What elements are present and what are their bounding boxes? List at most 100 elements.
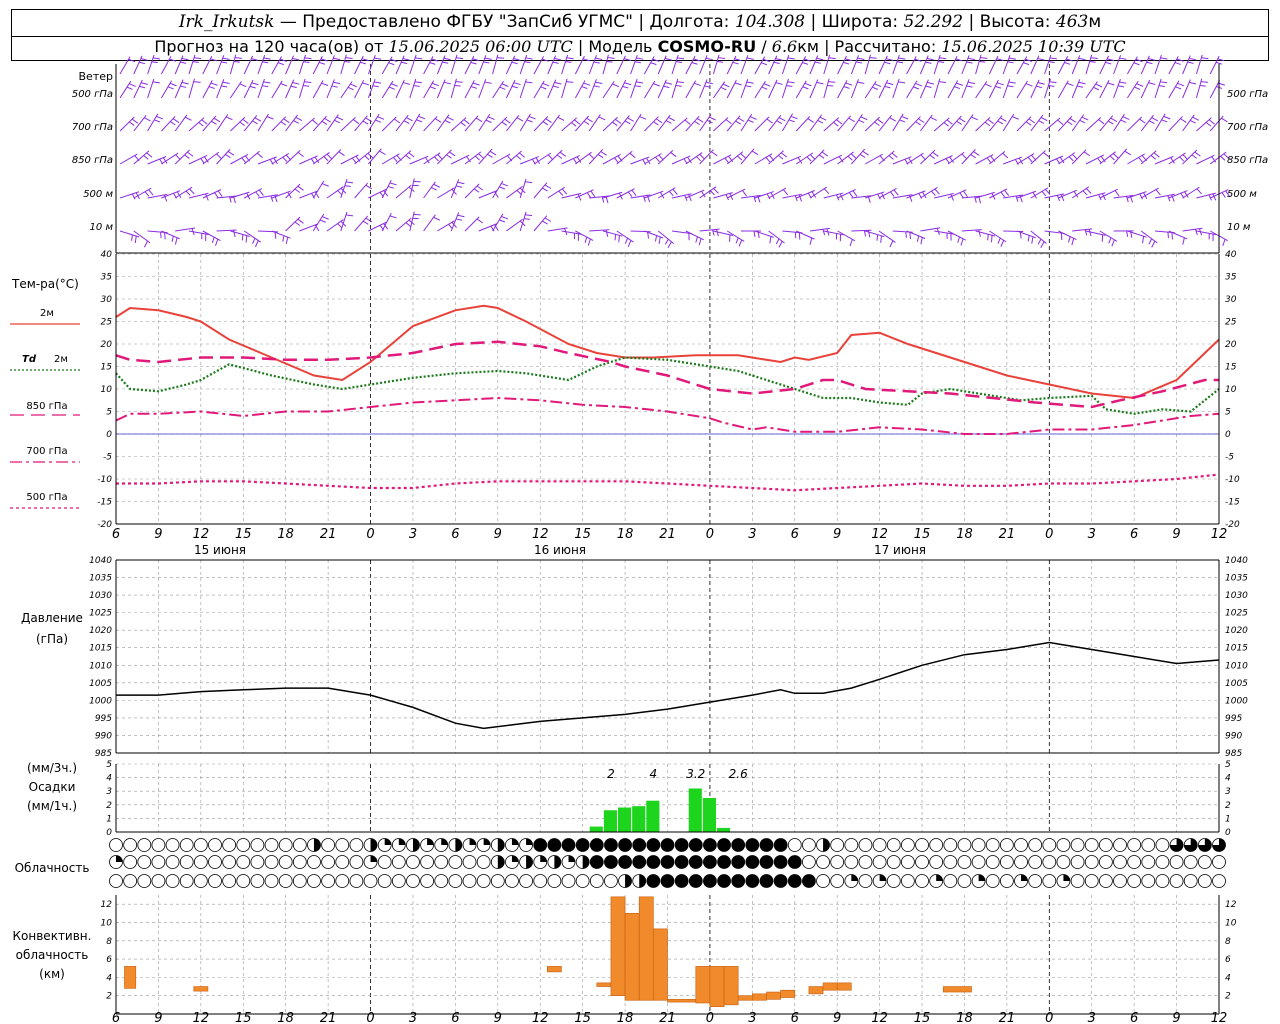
cloud-cover-circle — [731, 838, 746, 852]
wind-barbs-layer — [119, 54, 1231, 249]
wind-barb — [837, 151, 857, 165]
wind-barb — [1126, 80, 1144, 99]
wind-barb — [989, 150, 1009, 165]
wind-barb — [243, 55, 259, 75]
wind-barb — [988, 79, 1004, 99]
cloud-cover-circle — [151, 874, 166, 888]
wind-barb — [713, 230, 733, 242]
cloud-cover-circle — [123, 874, 138, 888]
cloud-title: Облачность — [15, 861, 90, 875]
wind-barb — [119, 153, 140, 165]
x-tick-label: 9 — [1172, 527, 1180, 542]
wind-barb — [381, 153, 402, 165]
wind-barb — [1002, 78, 1016, 99]
wind-barb — [243, 79, 259, 99]
cloud-cover-circle — [561, 874, 576, 888]
longitude-value: 104.308 — [734, 12, 806, 32]
conv-tick-left: 10 — [101, 918, 113, 928]
longitude-label: Долгота: — [649, 12, 730, 32]
pressure-tick-right: 1000 — [1225, 696, 1248, 706]
wind-barb — [1126, 56, 1143, 75]
wind-barb — [947, 80, 963, 99]
wind-barb — [257, 78, 271, 99]
convective-cloud-layer — [124, 896, 972, 1007]
wind-barb — [1099, 55, 1115, 75]
temp-tick-right: 15 — [1225, 363, 1237, 373]
cloud-cover-circle — [858, 838, 873, 852]
altitude-unit: м — [1088, 12, 1102, 32]
wind-barb — [657, 230, 675, 249]
wind-barb — [354, 182, 372, 199]
wind-barb — [1099, 80, 1115, 99]
cloud-cover-circle — [773, 838, 788, 852]
cloud-cover-circle — [604, 855, 618, 869]
wind-barb — [174, 114, 192, 132]
cloud-cover-circle — [1169, 855, 1184, 869]
wind-barb — [878, 79, 894, 99]
wind-barb — [1195, 78, 1208, 99]
cloud-cover-circle — [1212, 838, 1226, 852]
wind-barb — [547, 186, 568, 199]
cloud-cover-circle — [363, 838, 378, 852]
legend-t500-label: 500 гПа — [26, 492, 67, 503]
wind-barb — [133, 187, 154, 199]
cloud-cover-circle — [208, 855, 222, 869]
model-resolution-unit: км — [797, 37, 819, 56]
wind-barb — [768, 230, 785, 248]
wind-barb — [850, 79, 865, 99]
wind-barb — [671, 117, 691, 132]
cloud-cover-circle — [165, 855, 180, 869]
cloud-cover-circle — [759, 855, 774, 869]
x-tick-label: 18 — [277, 527, 294, 542]
wind-barb — [1085, 81, 1103, 99]
cloud-cover-circle — [703, 855, 717, 869]
cloud-cover-circle — [759, 838, 774, 852]
wind-barb — [712, 54, 726, 75]
model-name: COSMO-RU — [657, 37, 757, 56]
wind-barb — [174, 186, 195, 199]
x-tick-label: 0 — [1045, 527, 1053, 542]
cloud-cover-circle — [1098, 855, 1113, 869]
x-tick-label-bottom: 6 — [451, 1011, 459, 1024]
pressure-tick-left: 1020 — [89, 626, 112, 636]
model-resolution: 6.6 — [771, 37, 798, 56]
wind-barb — [781, 113, 798, 132]
cloud-cover-circle — [1141, 838, 1156, 852]
precip-bar — [589, 826, 603, 832]
x-tick-label: 21 — [999, 527, 1016, 542]
wind-barb — [160, 80, 177, 99]
wind-barb — [1072, 228, 1093, 237]
wind-barb — [740, 79, 754, 99]
wind-barb — [768, 150, 788, 165]
wind-barb — [340, 81, 357, 99]
x-tick-label-bottom: 12 — [1211, 1011, 1228, 1024]
wind-barb — [436, 114, 454, 132]
cloud-cover-circle — [321, 855, 336, 869]
wind-barb — [1209, 80, 1226, 99]
temp-tick-left: 40 — [101, 250, 113, 260]
wind-barb — [699, 55, 713, 75]
wind-barb — [671, 193, 692, 202]
x-tick-label-bottom: 0 — [366, 1011, 374, 1024]
wind-barb — [230, 153, 251, 165]
wind-barb — [837, 80, 853, 99]
x-tick-label-bottom: 15 — [914, 1011, 931, 1024]
wind-barb — [934, 192, 954, 201]
temp-tick-left: 20 — [101, 340, 113, 350]
cloud-cover-circle — [505, 838, 519, 852]
wind-barb — [1168, 152, 1189, 165]
wind-barb — [616, 79, 632, 99]
precip-tick-left: 1 — [106, 814, 112, 824]
wind-barb — [768, 187, 789, 199]
wind-barb — [464, 55, 480, 75]
pressure-tick-left: 1010 — [89, 661, 112, 671]
wind-barb — [216, 229, 237, 238]
wind-barb — [1209, 55, 1225, 75]
wind-barb — [1016, 116, 1035, 132]
wind-barb — [1071, 114, 1089, 132]
header-row-location: Irk_Irkutsk — Предоставлено ФГБУ "ЗапСиб… — [12, 12, 1268, 37]
cloud-cover-circle — [999, 855, 1014, 869]
wind-barb — [989, 230, 1007, 247]
cloud-cover-circle — [476, 838, 491, 852]
